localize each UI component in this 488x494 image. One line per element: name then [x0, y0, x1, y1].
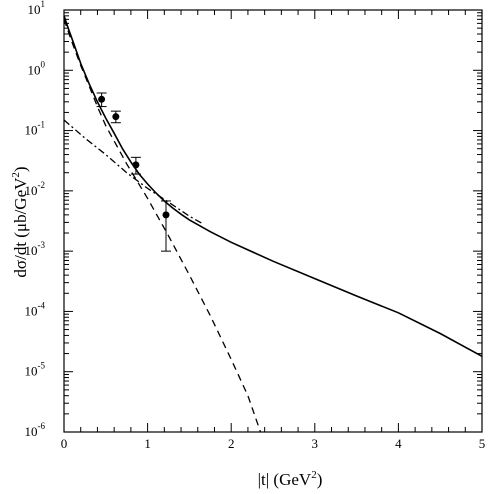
data-point: [132, 161, 140, 169]
x-tick-label: 3: [312, 436, 319, 451]
plot-frame: [63, 9, 483, 433]
curve-dash-dot: [63, 119, 203, 224]
y-tick-label: 10-1: [25, 120, 46, 138]
x-tick-label: 1: [144, 436, 151, 451]
x-tick-label: 0: [61, 436, 68, 451]
y-tick-label: 100: [28, 59, 46, 77]
y-tick-label: 10-2: [25, 180, 46, 198]
y-axis-label: dσ/dt (μb/GeV2): [10, 166, 30, 277]
x-tick-label: 5: [479, 436, 486, 451]
x-axis-label: |t| (GeV2): [258, 469, 323, 489]
tick-layer: 0 1 2 3 4 5 10-6 10-5 10-4 10-3 10-2 10-1 100 101: [25, 0, 486, 451]
x-tick-label: 2: [228, 436, 235, 451]
x-tick-label: 4: [395, 436, 402, 451]
y-tick-label: 10-6: [25, 421, 46, 439]
y-tick-label: 10-5: [25, 361, 46, 379]
curve-dashed: [63, 19, 262, 433]
data-point: [98, 95, 106, 103]
data-point: [112, 113, 120, 121]
curve-layer: [63, 15, 483, 433]
curve-solid: [63, 15, 483, 358]
data-point-layer: [96, 92, 171, 252]
y-tick-label: 10-3: [25, 240, 46, 258]
y-tick-label: 101: [28, 0, 46, 17]
y-tick-label: 10-4: [25, 300, 46, 318]
data-point: [162, 211, 170, 219]
